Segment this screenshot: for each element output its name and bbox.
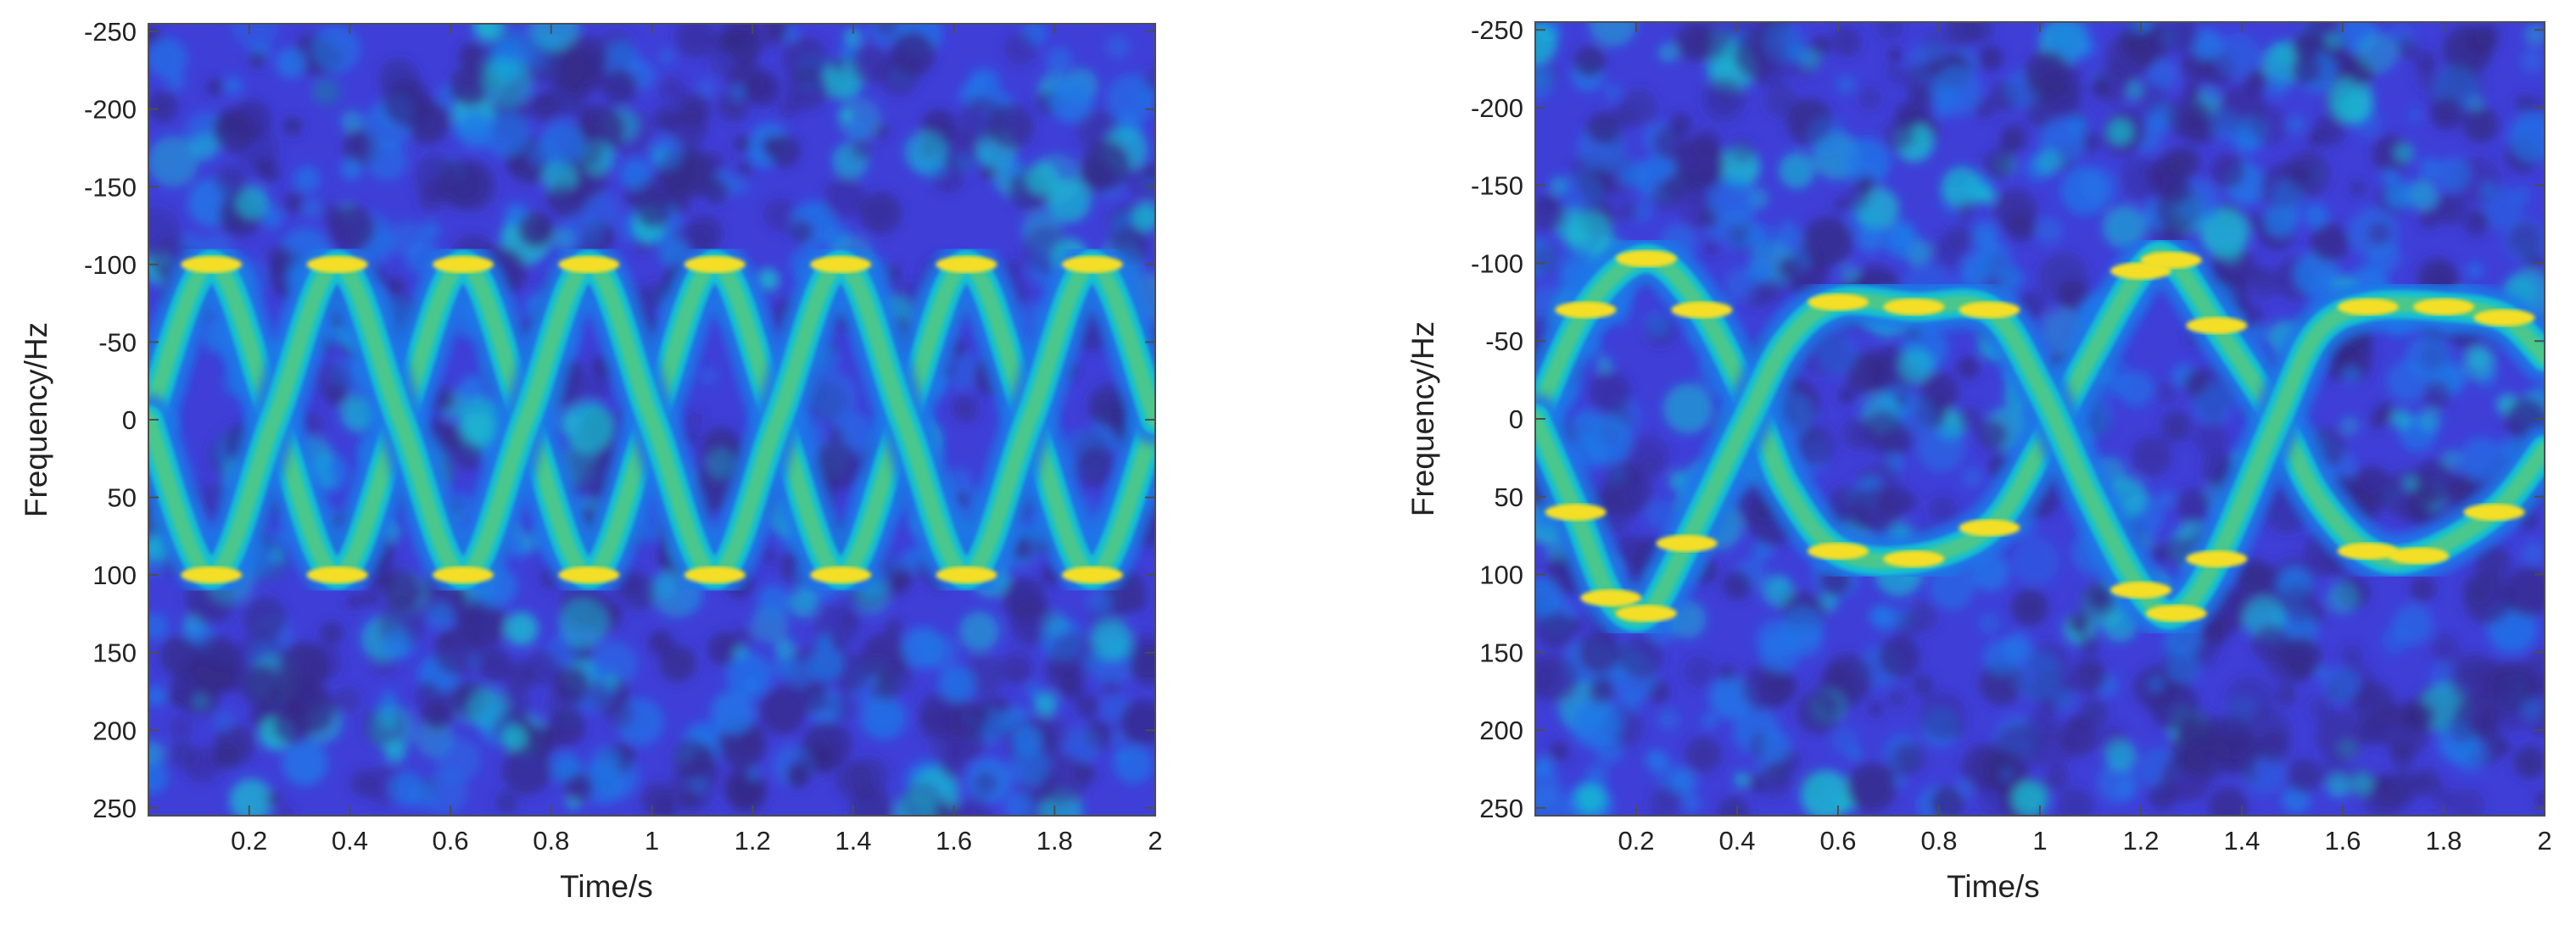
y-tick-label: -100 [84,250,137,280]
peak-point [432,255,494,273]
y-tick-label: 50 [108,483,137,513]
x-tick-label: 1 [645,826,659,856]
y-tick-label: 250 [1479,794,1523,823]
x-tick-label: 1.4 [835,826,871,856]
spectrogram-chart-right: 0.2 0.4 0.6 0.8 1 1.2 1.4 1.6 1.8 2 Time/s -250 -200… [1405,15,2552,904]
peak-point [432,566,494,584]
peak-point [1808,543,1869,560]
x-axis-label: Time/s [560,869,653,904]
peak-point [1656,534,1718,552]
x-tick-label: 1.8 [1037,826,1073,856]
peak-point [2473,309,2535,326]
y-tick-label: 0 [122,405,137,435]
peak-point [1061,255,1123,273]
peak-point [1615,250,1677,267]
peak-point [181,255,243,273]
peak-point [1959,519,2020,537]
peak-point [1555,301,1617,319]
y-tick-label: -200 [84,95,137,125]
y-tick-label: -250 [84,17,137,47]
x-axis: 0.2 0.4 0.6 0.8 1 1.2 1.4 1.6 1.8 2 Time/s [1618,22,2552,904]
y-axis-label: Frequency/Hz [1405,321,1440,516]
x-tick-label: 2 [1148,826,1162,856]
y-tick-label: 0 [1509,404,1523,434]
peak-point [2186,550,2248,568]
x-axis: 0.2 0.4 0.6 0.8 1 1.2 1.4 1.6 1.8 2 Time/s [231,24,1163,904]
peak-point [2337,298,2399,315]
y-tick-label: -50 [1485,326,1523,356]
y-tick-label: -150 [84,172,137,202]
y-tick-label: -150 [1471,171,1523,201]
heatmap-area [148,24,1155,816]
peak-point [306,566,368,584]
y-tick-label: -100 [1471,248,1523,278]
peak-point [936,255,997,273]
peak-point [558,255,620,273]
x-tick-label: 1.2 [735,826,771,856]
heatmap-area [1535,22,2545,816]
y-tick-label: 50 [1495,482,1523,512]
peak-point [2186,316,2248,334]
x-tick-label: 0.6 [433,826,469,856]
x-tick-label: 1.8 [2425,826,2461,856]
y-tick-label: -200 [1471,93,1523,123]
y-tick-label: 200 [1479,716,1523,745]
y-tick-label: -50 [98,327,137,357]
x-axis-label: Time/s [1947,869,2040,904]
peak-point [306,255,368,273]
peak-point [2145,605,2207,622]
peak-point [2110,581,2171,599]
x-tick-label: 1 [2032,826,2047,856]
peak-point [2388,547,2450,565]
x-tick-label: 0.6 [1819,826,1856,856]
spectrogram-chart-left: 0.2 0.4 0.6 0.8 1 1.2 1.4 1.6 1.8 2 Time/s -250 -200… [19,17,1163,904]
x-tick-label: 1.6 [936,826,972,856]
peak-point [1883,550,1945,568]
peak-point [1615,605,1677,622]
y-tick-label: 100 [1479,560,1523,590]
x-tick-label: 0.8 [1920,826,1957,856]
peak-point [810,255,872,273]
y-axis: -250 -200 -150 -100 -50 0 50 100 150 200 250 Freque… [1405,15,2545,823]
peak-point [1883,298,1945,315]
y-axis-label: Frequency/Hz [19,322,53,517]
peak-point [1545,504,1607,521]
peak-point [2337,543,2399,560]
peak-point [1808,293,1869,311]
peak-point [1580,589,1642,607]
y-tick-label: 150 [92,638,137,668]
peak-point [2463,504,2525,521]
y-tick-label: 200 [92,716,137,745]
y-axis: -250 -200 -150 -100 -50 0 50 100 150 200 250 Freque… [19,17,1155,823]
x-tick-label: 2 [2537,826,2551,856]
peak-point [1061,566,1123,584]
x-tick-label: 1.4 [2223,826,2260,856]
peak-point [2413,298,2474,315]
peak-point [181,566,243,584]
x-tick-label: 0.4 [332,826,368,856]
x-tick-label: 1.6 [2324,826,2361,856]
peak-point [1959,301,2020,319]
peak-point [936,566,997,584]
x-tick-label: 1.2 [2122,826,2159,856]
x-tick-label: 0.4 [1718,826,1755,856]
ridge-series-1 [1535,275,2545,643]
peak-point [558,566,620,584]
y-tick-label: 250 [92,794,137,823]
y-tick-label: 150 [1479,638,1523,667]
y-tick-label: -250 [1471,15,1523,45]
peak-point [2140,251,2202,269]
x-tick-label: 0.8 [533,826,569,856]
ridge-series-1 [148,238,1155,601]
peak-point [1671,301,1733,319]
peak-point [810,566,872,584]
x-tick-label: 0.2 [231,826,267,856]
peak-point [684,255,746,273]
peak-point [684,566,746,584]
y-tick-label: 100 [92,560,137,590]
x-tick-label: 0.2 [1618,826,1654,856]
